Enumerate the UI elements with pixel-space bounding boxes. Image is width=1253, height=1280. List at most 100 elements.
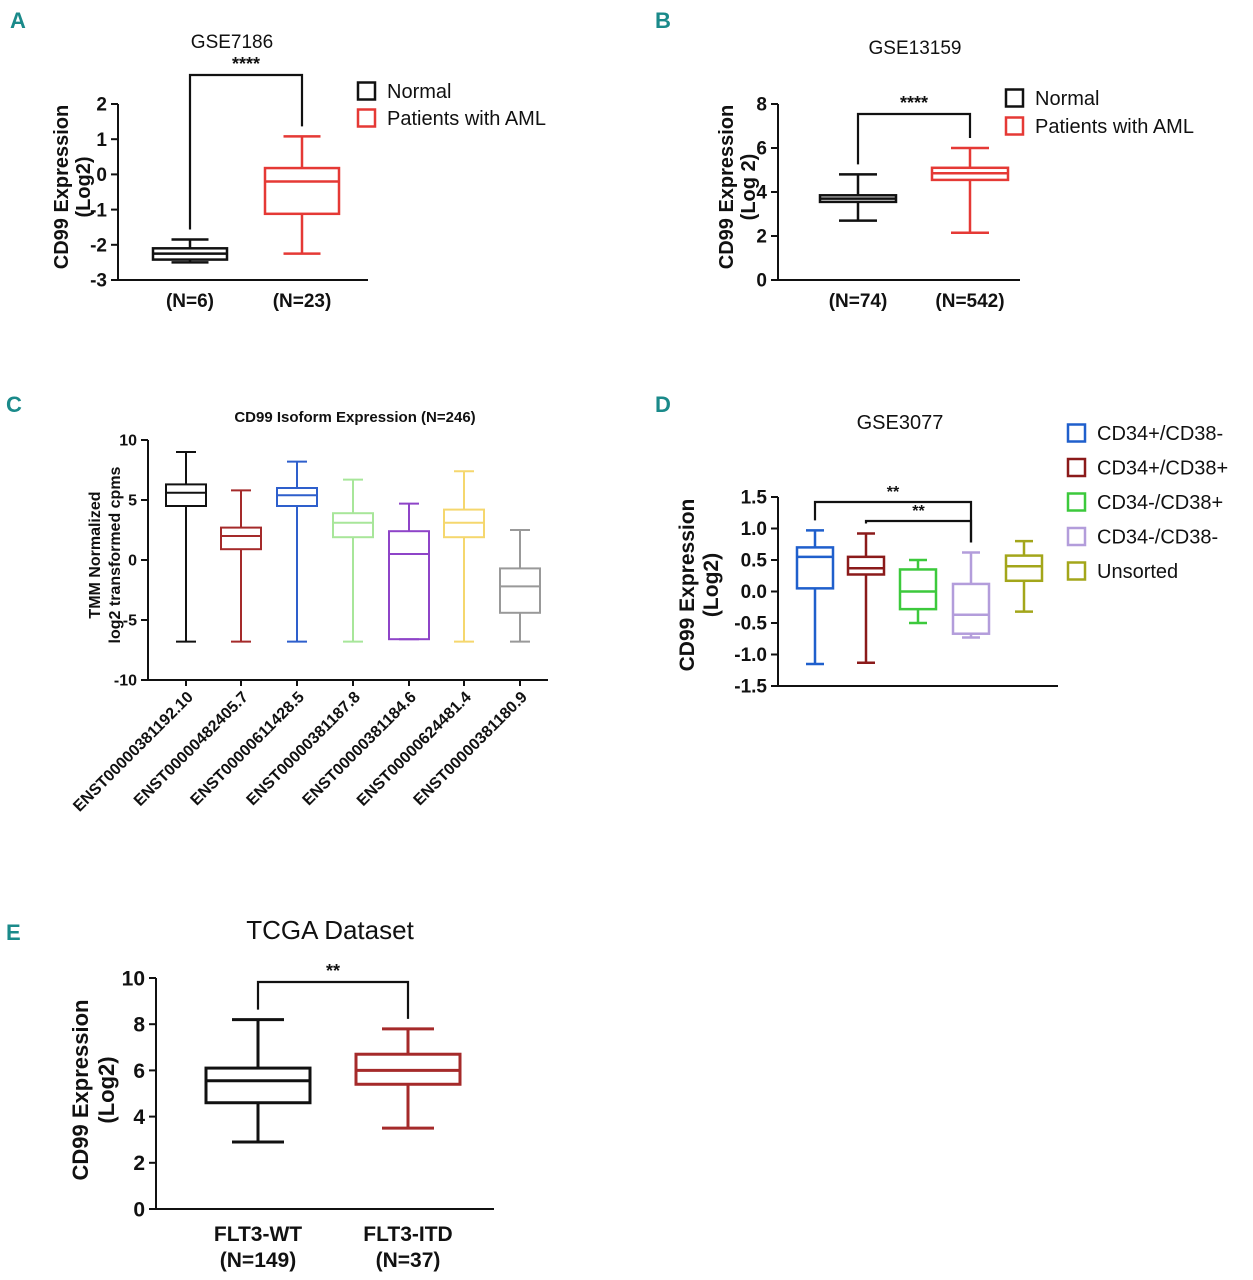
box-2 [930,146,1010,234]
y-tick-label: 2 [756,227,767,248]
panel-d: D GSE3077 CD99 Expression(Log2) 1.5 1.0 0.5 0… [655,392,1228,698]
y-axis-label: TMM Normalized log2 transformed cpms [87,466,124,643]
box-1 [165,451,207,643]
significance-bracket [256,980,410,1019]
y-tick-label: 8 [756,95,767,116]
chart-title: GSE3077 [857,412,944,434]
box-1 [795,529,835,666]
y-tick-label: 0.5 [741,551,768,572]
box-iqr [276,487,318,507]
x-category-label: ENST00000381187.8 [244,689,364,809]
significance-bracket [856,112,972,165]
legend-label: CD34-/CD38+ [1097,492,1223,514]
box-4 [332,478,374,643]
y-tick-label: 10 [119,433,137,450]
chart-title: GSE7186 [191,32,273,53]
legend-swatch [1004,116,1025,136]
y-axis-label-line: CD99 Expression [68,1000,93,1181]
box-2 [846,532,886,664]
box-iqr [388,530,430,641]
y-axis-label-line: CD99 Expression [51,105,73,270]
y-tick-label: -1 [90,200,107,221]
y-axis-label-line: (Log2) [94,1056,119,1123]
y-axis-label-line: (Log 2) [738,154,760,221]
y-tick-label: 8 [133,1014,145,1037]
y-axis-label-line: (Log2) [73,156,95,217]
y-tick-label: -5 [123,613,137,630]
box-3 [276,460,318,643]
y-axis-label: CD99 Expression(Log 2) [716,105,760,270]
legend-label: Unsorted [1097,561,1178,583]
box-iqr [165,483,207,507]
x-category-label: ENST00000381180.9 [411,689,531,809]
legend-swatch [1004,88,1025,108]
significance-label: **** [232,54,260,74]
y-tick-label: -10 [114,673,137,690]
legend-swatch [1066,492,1087,512]
panel-letter-d: D [655,392,671,417]
chart-title: GSE13159 [869,38,962,59]
legend-swatch [1066,457,1087,478]
box-7 [499,529,541,643]
y-axis-label-line: CD99 Expression [716,105,738,270]
legend-label: CD34+/CD38- [1097,423,1223,445]
box-iqr [951,582,991,635]
y-tick-label: -1.5 [734,677,767,698]
y-tick-label: 0 [756,271,767,292]
box-iqr [1004,554,1044,583]
significance-bracket [813,500,973,543]
legend-label: Normal [1035,88,1099,110]
y-axis-label-line: log2 transformed cpms [107,466,124,643]
box-2 [354,1027,462,1130]
y-tick-label: 1.5 [741,488,768,509]
x-category-label: FLT3-ITD [363,1223,452,1246]
significance-label: ** [887,484,900,501]
box-iqr [220,526,262,551]
y-tick-label: 2 [96,95,107,116]
y-axis-label: CD99 Expression(Log2) [51,105,95,270]
y-axis-label-line: TMM Normalized [87,491,104,618]
box-iqr [332,512,374,539]
y-tick-label: 2 [133,1152,145,1175]
legend-swatch [356,81,377,101]
legend-label: CD34-/CD38- [1097,527,1218,549]
box-1 [204,1018,312,1144]
y-tick-label: 0 [128,553,137,570]
box-5 [1004,539,1044,613]
panel-letter-b: B [655,8,671,33]
x-category-label: FLT3-WT [214,1223,302,1246]
y-tick-label: -0.5 [734,614,767,635]
chart-title: CD99 Isoform Expression (N=246) [234,409,475,426]
y-tick-label: 6 [756,139,767,160]
y-axis-label: CD99 Expression(Log2) [676,499,723,672]
y-tick-label: 0.0 [741,582,767,603]
box-5 [388,502,430,641]
y-tick-label: 6 [133,1060,145,1083]
legend-swatch [356,108,377,128]
box-2 [263,135,341,255]
y-tick-label: 5 [128,493,137,510]
panel-letter-e: E [6,920,21,945]
legend-label: Normal [387,81,451,103]
x-category-label: (N=6) [166,291,214,312]
box-iqr [204,1066,312,1105]
legend-label: CD34+/CD38+ [1097,458,1228,480]
box-3 [898,558,938,625]
x-category-label: (N=23) [273,291,332,312]
box-1 [151,238,229,264]
box-iqr [898,568,938,611]
panel-c: C CD99 Isoform Expression (N=246) TMM Nor… [6,392,548,815]
x-category-sublabel: (N=149) [220,1249,296,1272]
box-iqr [846,555,886,576]
legend-swatch [1066,561,1087,581]
significance-bracket [864,519,973,543]
x-category-sublabel: (N=37) [376,1249,441,1272]
x-category-label: ENST00000624481.4 [354,689,475,810]
box-iqr [499,567,541,614]
significance-label: ** [326,961,340,981]
y-tick-label: 0 [133,1198,145,1221]
panel-letter-a: A [10,8,26,33]
significance-bracket [188,73,304,230]
